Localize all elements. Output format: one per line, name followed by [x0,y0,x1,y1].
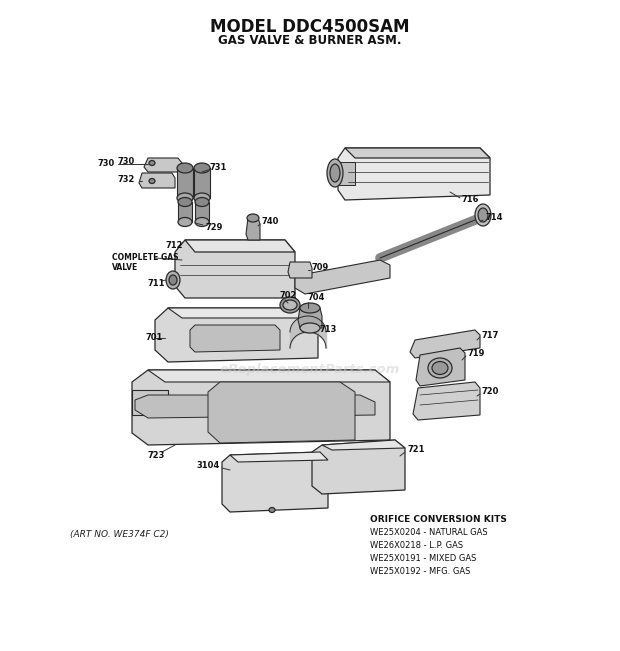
Text: 716: 716 [462,195,479,204]
Ellipse shape [269,508,275,512]
Text: 721: 721 [408,445,425,454]
Polygon shape [338,148,490,200]
Polygon shape [338,162,355,185]
Text: 730: 730 [118,158,135,167]
Ellipse shape [178,197,192,206]
Text: WE26X0218 - L.P. GAS: WE26X0218 - L.P. GAS [370,541,463,550]
Text: 704: 704 [308,294,326,303]
Polygon shape [195,202,209,222]
Text: 730: 730 [98,158,115,167]
Text: 740: 740 [262,217,280,227]
Ellipse shape [330,164,340,182]
Ellipse shape [177,193,193,203]
Polygon shape [295,260,390,294]
Text: 731: 731 [210,163,228,173]
Ellipse shape [300,303,320,313]
Text: WE25X0192 - MFG. GAS: WE25X0192 - MFG. GAS [370,567,471,576]
Ellipse shape [300,323,320,333]
Text: 732: 732 [118,176,135,184]
Ellipse shape [478,208,488,222]
Ellipse shape [166,271,180,289]
Text: GAS VALVE & BURNER ASM.: GAS VALVE & BURNER ASM. [218,34,402,47]
Text: ORIFICE CONVERSION KITS: ORIFICE CONVERSION KITS [370,515,507,524]
Polygon shape [175,240,295,298]
Polygon shape [208,382,355,443]
Text: 709: 709 [312,264,329,273]
Polygon shape [155,308,318,362]
Polygon shape [177,168,193,198]
Polygon shape [230,452,328,462]
Polygon shape [312,440,405,494]
Ellipse shape [169,275,177,285]
Polygon shape [413,382,480,420]
Polygon shape [168,308,318,318]
Polygon shape [185,240,295,252]
Text: 719: 719 [468,348,485,357]
Text: 714: 714 [485,214,502,223]
Text: 712: 712 [165,240,182,249]
Polygon shape [135,395,375,418]
Ellipse shape [280,297,300,313]
Text: eReplacementParts.com: eReplacementParts.com [220,363,400,376]
Polygon shape [298,308,322,328]
Text: 711: 711 [148,279,166,288]
Ellipse shape [195,217,209,227]
Polygon shape [222,452,328,512]
Text: MODEL DDC4500SAM: MODEL DDC4500SAM [210,18,410,36]
Ellipse shape [194,193,210,203]
Ellipse shape [327,159,343,187]
Text: 3104: 3104 [197,460,220,469]
Polygon shape [345,148,490,158]
Ellipse shape [283,300,297,310]
Ellipse shape [194,163,210,173]
Text: 701: 701 [145,333,162,342]
Text: 723: 723 [148,450,166,460]
Ellipse shape [432,361,448,374]
Polygon shape [144,158,182,172]
Polygon shape [190,325,280,352]
Polygon shape [322,440,405,450]
Text: 702: 702 [280,290,298,299]
Polygon shape [178,202,192,222]
Polygon shape [410,330,480,358]
Text: 729: 729 [205,223,223,232]
Text: (ART NO. WE374F C2): (ART NO. WE374F C2) [70,530,169,539]
Ellipse shape [475,204,491,226]
Ellipse shape [247,214,259,222]
Text: COMPLETE GAS: COMPLETE GAS [112,253,179,262]
Polygon shape [148,370,390,382]
Text: VALVE: VALVE [112,262,138,271]
Polygon shape [246,218,260,240]
Ellipse shape [149,161,155,165]
Text: 713: 713 [320,326,337,335]
Text: 717: 717 [482,331,499,340]
Text: 720: 720 [482,387,499,396]
Polygon shape [288,262,312,278]
Polygon shape [139,173,175,188]
Ellipse shape [149,178,155,184]
Ellipse shape [178,217,192,227]
Polygon shape [194,168,210,198]
Ellipse shape [195,197,209,206]
Polygon shape [132,370,390,445]
Ellipse shape [177,163,193,173]
Text: WE25X0191 - MIXED GAS: WE25X0191 - MIXED GAS [370,554,476,563]
Polygon shape [416,348,465,386]
Text: WE25X0204 - NATURAL GAS: WE25X0204 - NATURAL GAS [370,528,487,537]
Polygon shape [132,390,168,415]
Ellipse shape [428,358,452,378]
